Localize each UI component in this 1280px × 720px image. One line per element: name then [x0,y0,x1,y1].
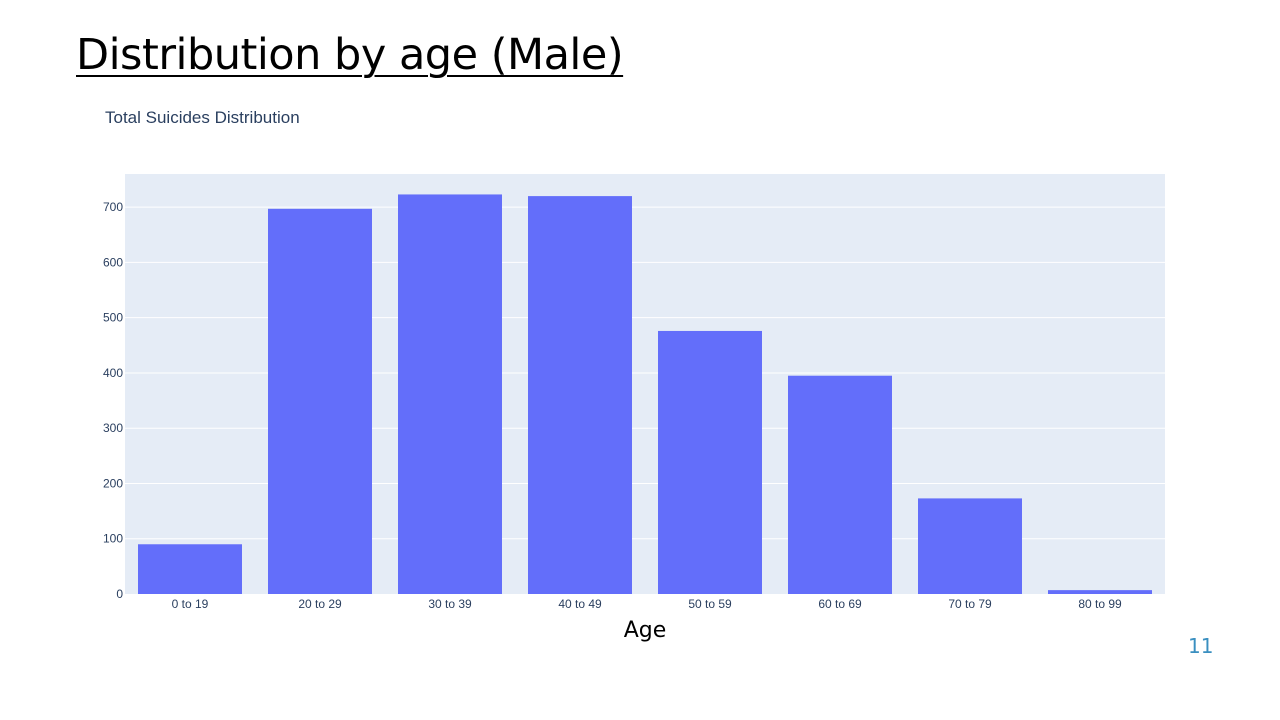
y-tick-label: 200 [103,476,123,490]
x-tick-label: 30 to 39 [428,597,472,611]
chart-title: Total Suicides Distribution [105,108,300,127]
x-tick-label: 40 to 49 [558,597,602,611]
x-tick-labels: 0 to 19 20 to 29 30 to 39 40 to 49 50 to 59 6… [172,597,1122,611]
bars [138,194,1152,594]
x-axis-label: Age [623,618,667,643]
y-tick-label: 0 [116,587,123,601]
x-tick-label: 60 to 69 [818,597,862,611]
bar [788,375,892,594]
bar [658,330,762,594]
bar [268,208,372,594]
y-tick-label: 400 [103,366,123,380]
y-tick-label: 100 [103,532,123,546]
x-tick-label: 20 to 29 [298,597,342,611]
y-tick-labels: 0 100 200 300 400 500 600 700 [103,200,123,601]
slide-title: Distribution by age (Male) [76,30,624,80]
bar [138,544,242,594]
bar [918,498,1022,594]
x-tick-label: 0 to 19 [172,597,209,611]
bar [528,196,632,594]
x-tick-label: 80 to 99 [1078,597,1122,611]
x-tick-label: 50 to 59 [688,597,732,611]
y-tick-label: 600 [103,255,123,269]
y-tick-label: 700 [103,200,123,214]
bar [1048,590,1152,594]
y-tick-label: 500 [103,311,123,325]
page-number: 11 [1188,634,1214,658]
bar [398,194,502,594]
y-tick-label: 300 [103,421,123,435]
x-tick-label: 70 to 79 [948,597,992,611]
